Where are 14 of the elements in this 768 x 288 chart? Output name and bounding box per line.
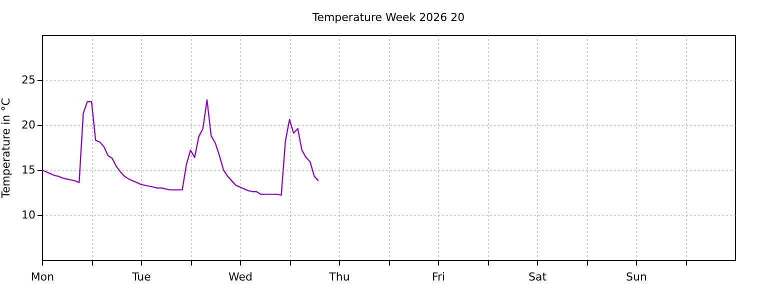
- y-axis-title: Temperature in °C: [0, 98, 13, 199]
- y-tick-label: 15: [22, 164, 36, 176]
- x-tick-label: Mon: [30, 270, 54, 284]
- x-tick-label: Sun: [626, 270, 647, 284]
- chart-title: Temperature Week 2026 20: [311, 11, 465, 24]
- x-tick-label: Sat: [528, 270, 548, 284]
- line-series: [41, 99, 319, 196]
- x-tick-label: Fri: [432, 270, 446, 284]
- y-tick-label: 20: [22, 118, 36, 132]
- x-tick-label: Thu: [328, 270, 350, 284]
- x-tick-label: Tue: [131, 270, 152, 284]
- x-tick-label: Wed: [228, 270, 252, 284]
- y-tick-label: 10: [22, 208, 36, 222]
- y-tick-label: 25: [22, 74, 36, 86]
